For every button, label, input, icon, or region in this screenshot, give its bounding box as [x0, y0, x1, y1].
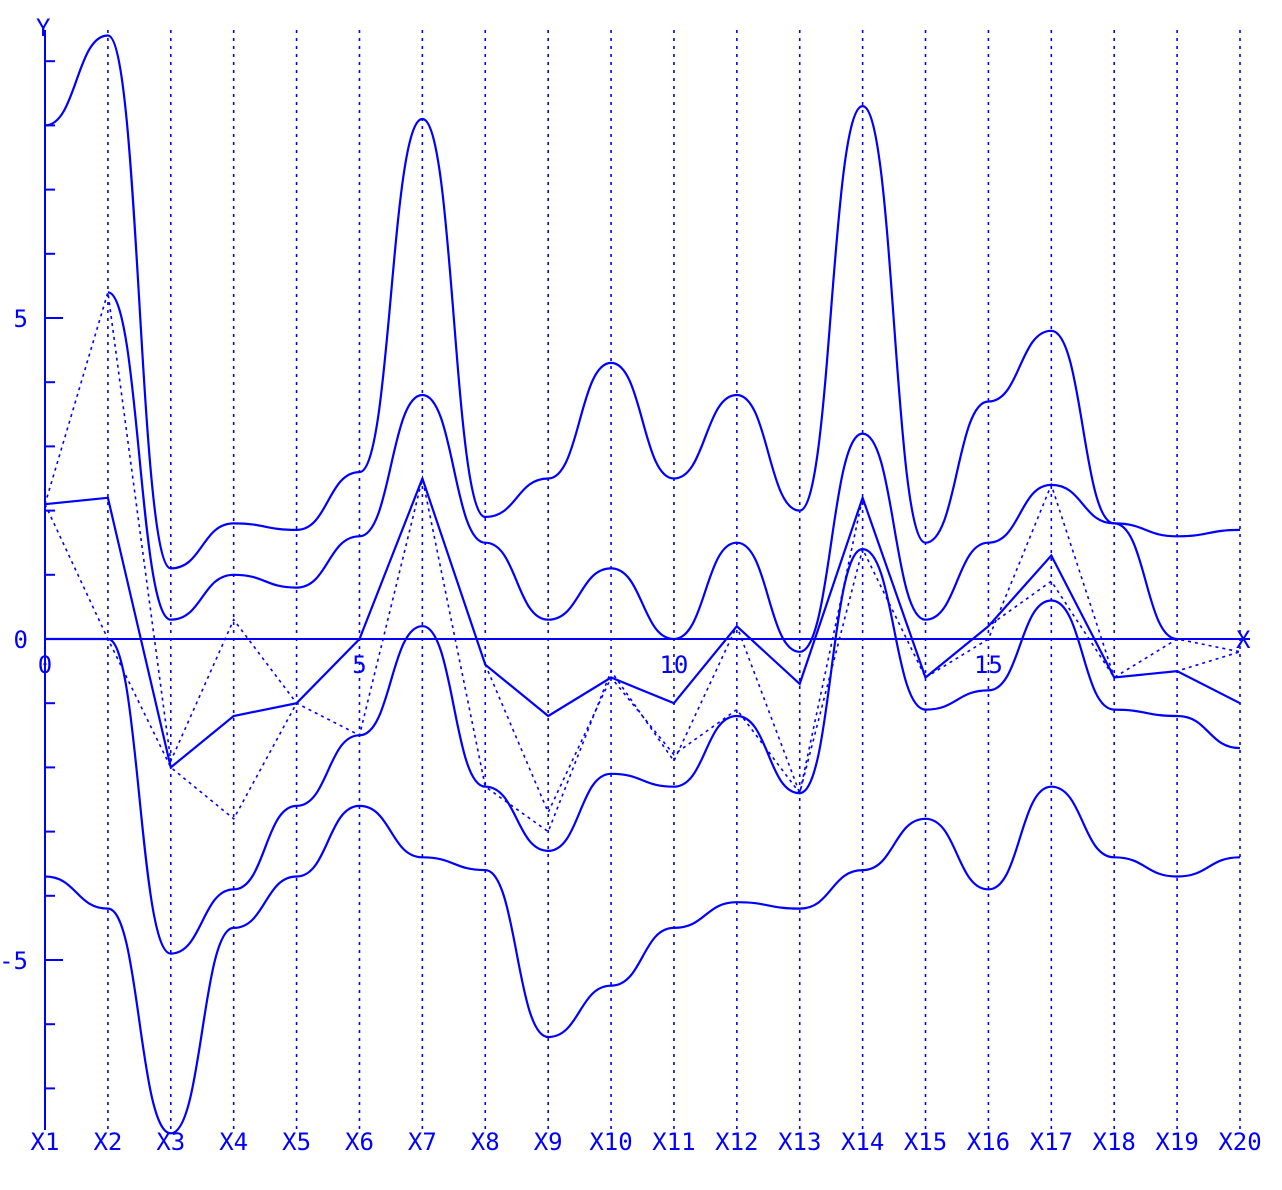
x-bottom-label: X4	[219, 1128, 248, 1156]
solid-series-group	[44, 34, 1241, 1135]
vertical-gridlines	[107, 30, 1241, 1130]
x-tick-label: 15	[974, 651, 1003, 679]
solid-series-line	[44, 475, 1241, 770]
x-bottom-label: X11	[652, 1128, 695, 1156]
x-tick-label: 0	[38, 651, 52, 679]
solid-series-line	[44, 34, 1241, 570]
dotted-series-group	[44, 292, 1241, 833]
x-bottom-label: X3	[156, 1128, 185, 1156]
x-bottom-label: X5	[282, 1128, 311, 1156]
x-tick-label: 10	[659, 651, 688, 679]
dotted-series-line	[44, 292, 1241, 833]
axes: Y X	[36, 14, 1251, 1130]
x-bottom-label: X8	[471, 1128, 500, 1156]
bottom-x-labels: X1 X2 X3 X4 X5 X6 X7 X8 X9 X10 X11 X12 X13 X14 X15 X16 X…	[31, 1128, 1262, 1156]
solid-series-line	[107, 291, 1178, 653]
x-bottom-label: X16	[967, 1128, 1010, 1156]
solid-series-line	[44, 785, 1241, 1135]
x-bottom-label: X9	[534, 1128, 563, 1156]
y-tick-label: 5	[14, 305, 28, 333]
axis-ticks: 5 0 -5 0 5 10 15	[0, 60, 1003, 1090]
x-bottom-label: X14	[841, 1128, 884, 1156]
x-bottom-label: X2	[93, 1128, 122, 1156]
dotted-series-line	[44, 475, 1241, 821]
x-bottom-label: X15	[904, 1128, 947, 1156]
x-bottom-label: X1	[31, 1128, 60, 1156]
x-bottom-label: X17	[1030, 1128, 1073, 1156]
x-bottom-label: X18	[1093, 1128, 1136, 1156]
y-tick-label: 0	[14, 626, 28, 654]
y-axis-label: Y	[36, 14, 51, 42]
x-bottom-label: X12	[715, 1128, 758, 1156]
x-bottom-label: X6	[345, 1128, 374, 1156]
x-bottom-label: X7	[408, 1128, 437, 1156]
x-axis-label: X	[1236, 626, 1251, 654]
solid-series-line	[44, 547, 1241, 955]
y-tick-label: -5	[0, 947, 28, 975]
x-tick-label: 5	[352, 651, 366, 679]
x-bottom-label: X20	[1218, 1128, 1261, 1156]
x-bottom-label: X19	[1155, 1128, 1198, 1156]
x-bottom-label: X10	[589, 1128, 632, 1156]
x-bottom-label: X13	[778, 1128, 821, 1156]
